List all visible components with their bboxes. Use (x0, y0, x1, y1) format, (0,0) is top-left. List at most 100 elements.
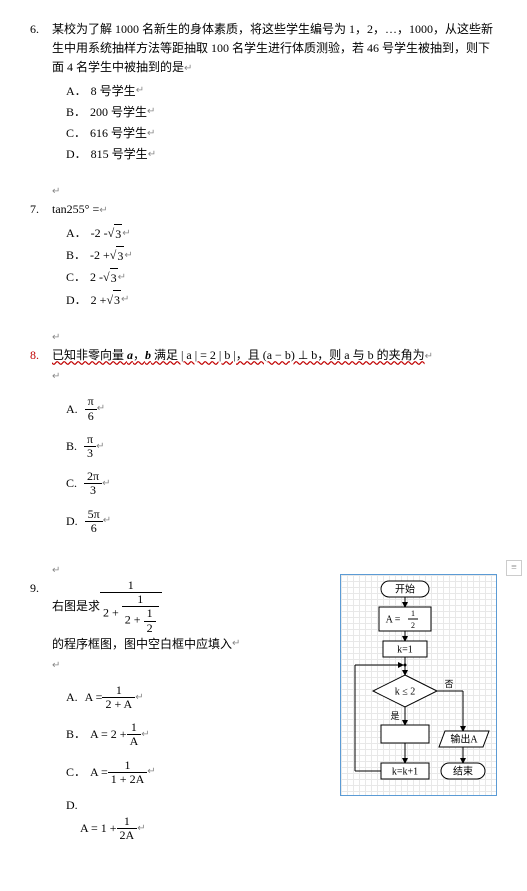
return-mark-icon: ↵ (102, 476, 110, 492)
q7-option-d: D．2 + √3 ↵ (66, 290, 497, 310)
cf-bot-pre: 2 + (125, 613, 144, 627)
continued-fraction: 1 2 + 1 2 + 1 2 (100, 579, 162, 635)
option-label: C． (66, 124, 86, 143)
flowchart-svg: 开始 A = 1 2 k=1 k ≤ (341, 575, 496, 795)
option-text: 8 号学生 (91, 82, 136, 101)
return-mark-icon: ↵ (232, 636, 240, 652)
q7-option-c: C．2 - √3↵ (66, 268, 497, 288)
q6-body: 某校为了解 1000 名新生的身体素质，将这些学生编号为 1，2，…，1000，… (52, 20, 497, 166)
return-mark-icon: ↵ (121, 292, 129, 308)
opt-lhs: A = (85, 688, 103, 707)
fc-init-top: 1 (411, 609, 415, 618)
q9-body: 右图是求 1 2 + 1 2 + 1 2 (52, 579, 497, 853)
q8-option-c: C. 2π3↵ (66, 470, 497, 497)
cf-num-1: 1 (100, 579, 162, 593)
fraction: π3 (84, 433, 96, 460)
q8-p1: 已知非零向量 (52, 348, 127, 362)
fraction: 12 + A (102, 684, 135, 711)
option-label: C. (66, 474, 80, 493)
return-mark-icon: ↵ (148, 147, 156, 163)
q7-number: 7. (30, 200, 52, 312)
option-text: 616 号学生 (90, 124, 147, 143)
question-7: 7. tan255° =↵ A．-2 - √3↵ B．-2 + √3↵ C．2 … (30, 200, 497, 312)
fc-start: 开始 (395, 582, 415, 595)
return-mark-icon: ↵ (147, 764, 155, 780)
frac-num: 1 (102, 684, 135, 698)
opt-lhs: A = (90, 763, 108, 782)
q9-option-c: C．A = 11 + 2A↵ (66, 759, 330, 786)
q7-stem-text: tan255° = (52, 202, 99, 216)
cf-den-1: 2 + 1 2 + 1 2 (100, 593, 162, 635)
return-mark-icon: ↵ (136, 83, 144, 99)
q7-stem: tan255° =↵ (52, 200, 497, 219)
option-label: D. (66, 512, 81, 531)
q8-p3: 满足 | a | = 2 | b |，且 (a − b) ⊥ b，则 a 与 b… (151, 348, 425, 362)
option-label: B． (66, 246, 86, 265)
fraction: π6 (85, 395, 97, 422)
q8-p2: ， (133, 348, 145, 362)
fc-end: 结束 (453, 764, 473, 777)
frac-den: 1 + 2A (108, 773, 147, 786)
return-mark-icon: ↵ (118, 270, 126, 286)
option-label: D． (66, 291, 87, 310)
cf-mid-pre: 2 + (103, 606, 122, 620)
sqrt-radicand: 3 (113, 290, 121, 310)
fraction: 11 + 2A (108, 759, 147, 786)
fc-outA: 输出A (450, 732, 478, 745)
return-mark-icon: ↵ (147, 126, 155, 142)
cf-frac-3: 1 2 (144, 607, 156, 634)
fc-yes: 是 (390, 711, 399, 721)
return-mark-icon: ↵ (103, 513, 111, 529)
return-mark-icon: ↵ (137, 821, 145, 837)
option-label: A. (66, 688, 81, 707)
margin-note-icon: ≡ (506, 560, 522, 576)
frac-num: 2π (84, 470, 102, 484)
q9-option-d-expr: A = 1 + 12A↵ (80, 815, 146, 842)
return-mark-icon: ↵ (97, 401, 105, 417)
q6-option-d: D．815 号学生↵ (66, 145, 497, 164)
frac-num: 1 (108, 759, 147, 773)
q8-body: 已知非零向量 a，b 满足 | a | = 2 | b |，且 (a − b) … (52, 346, 497, 545)
fraction: 5π6 (85, 508, 103, 535)
q6-option-b: B．200 号学生↵ (66, 103, 497, 122)
q9-stem-post: 的程序框图，图中空白框中应填入 (52, 635, 232, 654)
cf-num-2: 1 (122, 593, 159, 607)
fc-no: 否 (444, 679, 453, 689)
q9-stem: 右图是求 1 2 + 1 2 + 1 2 (52, 579, 330, 654)
question-6: 6. 某校为了解 1000 名新生的身体素质，将这些学生编号为 1，2，…，10… (30, 20, 497, 166)
q9-option-b: B．A = 2 + 1A↵ (66, 721, 330, 748)
q9-stem-pre: 右图是求 (52, 597, 100, 616)
q9-left-column: 右图是求 1 2 + 1 2 + 1 2 (52, 579, 340, 853)
sqrt-radicand: 3 (110, 268, 118, 288)
q8-number: 8. (30, 346, 52, 545)
option-pre: 2 + (91, 291, 107, 310)
cf-den-2: 2 + 1 2 (122, 607, 159, 634)
option-pre: -2 + (90, 246, 110, 265)
option-label: D. (66, 796, 78, 815)
return-mark-icon: ↵ (99, 205, 107, 216)
frac-den: A (127, 735, 142, 748)
frac-num: π (85, 395, 97, 409)
q8-stem: 已知非零向量 a，b 满足 | a | = 2 | b |，且 (a − b) … (52, 346, 497, 365)
frac-den: 3 (84, 484, 102, 497)
q9-option-a: A. A = 12 + A↵ (66, 684, 330, 711)
option-label: A. (66, 400, 81, 419)
q8-stem-underlined: 已知非零向量 a，b 满足 | a | = 2 | b |，且 (a − b) … (52, 348, 425, 362)
fraction: 2π3 (84, 470, 102, 497)
fc-cond: k ≤ 2 (395, 686, 416, 697)
fraction: 1A (127, 721, 142, 748)
q6-option-c: C．616 号学生↵ (66, 124, 497, 143)
q7-body: tan255° =↵ A．-2 - √3↵ B．-2 + √3↵ C．2 - √… (52, 200, 497, 312)
q6-option-a: A．8 号学生↵ (66, 82, 497, 101)
frac-den: 3 (84, 447, 96, 460)
fc-knext: k=k+1 (392, 766, 418, 777)
frac-num: 1 (127, 721, 142, 735)
return-mark-icon: ↵ (124, 248, 132, 264)
option-text: 815 号学生 (91, 145, 148, 164)
fraction: 12A (117, 815, 138, 842)
frac-den: 6 (85, 522, 103, 535)
q8-option-b: B. π3↵ (66, 433, 497, 460)
q7-option-a: A．-2 - √3↵ (66, 224, 497, 244)
q6-stem: 某校为了解 1000 名新生的身体素质，将这些学生编号为 1，2，…，1000，… (52, 20, 497, 78)
return-mark-icon: ↵ (135, 690, 143, 706)
